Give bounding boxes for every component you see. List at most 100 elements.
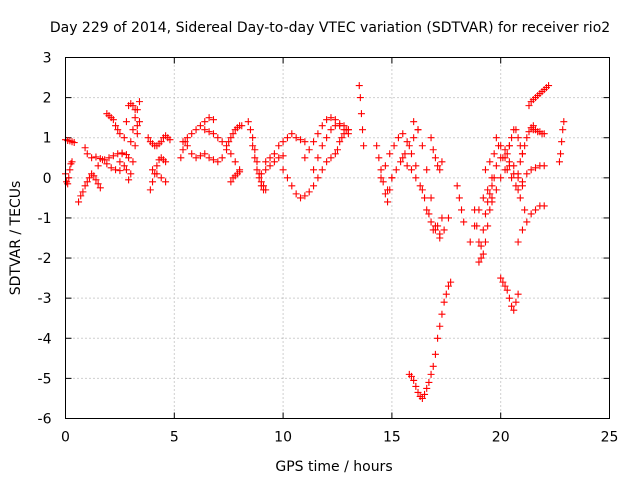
data-point — [359, 126, 367, 134]
data-point — [505, 142, 513, 150]
data-point — [501, 166, 509, 174]
data-point — [525, 102, 533, 110]
data-point — [410, 376, 418, 384]
data-point — [196, 152, 204, 160]
data-point — [218, 138, 226, 146]
data-point — [129, 102, 137, 110]
data-point — [384, 198, 392, 206]
data-point — [436, 166, 444, 174]
y-tick-label: 2 — [43, 91, 52, 107]
data-point — [379, 178, 387, 186]
data-point — [403, 162, 411, 170]
data-point — [523, 170, 531, 178]
data-point — [262, 166, 270, 174]
data-point — [527, 166, 535, 174]
data-point — [427, 370, 435, 378]
data-point — [492, 186, 500, 194]
data-point — [253, 158, 261, 166]
data-point — [399, 154, 407, 162]
data-point — [431, 226, 439, 234]
data-point — [532, 164, 540, 172]
data-point — [436, 322, 444, 330]
data-point — [355, 82, 363, 90]
data-point — [516, 194, 524, 202]
data-point — [223, 142, 231, 150]
data-point — [486, 158, 494, 166]
data-point — [429, 146, 437, 154]
data-point — [205, 114, 213, 122]
data-point — [318, 166, 326, 174]
data-point — [129, 126, 137, 134]
data-point — [85, 174, 93, 182]
y-tick-label: -4 — [38, 331, 52, 347]
data-point — [375, 154, 383, 162]
data-point — [399, 130, 407, 138]
data-point — [508, 134, 516, 142]
data-point — [427, 194, 435, 202]
data-point — [490, 174, 498, 182]
x-tick-label: 10 — [274, 430, 292, 446]
data-point — [540, 162, 548, 170]
data-point — [209, 116, 217, 124]
x-tick-label: 15 — [383, 430, 401, 446]
data-point — [336, 138, 344, 146]
data-point — [135, 118, 143, 126]
data-point — [481, 166, 489, 174]
data-point — [514, 290, 522, 298]
data-point — [177, 154, 185, 162]
data-point — [227, 178, 235, 186]
data-point — [381, 162, 389, 170]
data-point — [407, 372, 415, 380]
data-point — [421, 194, 429, 202]
data-point — [373, 142, 381, 150]
data-point — [183, 134, 191, 142]
data-point — [390, 142, 398, 150]
data-point — [122, 166, 130, 174]
data-point — [486, 206, 494, 214]
data-point — [327, 126, 335, 134]
data-point — [431, 154, 439, 162]
data-point — [255, 174, 263, 182]
data-point — [521, 142, 529, 150]
data-point — [471, 206, 479, 214]
data-point — [92, 153, 100, 161]
data-point — [116, 130, 124, 138]
data-point — [114, 126, 122, 134]
data-point — [292, 190, 300, 198]
data-point — [94, 180, 102, 188]
x-tick-labels: 0 5 10 15 20 25 — [61, 430, 618, 446]
data-point — [540, 130, 548, 138]
data-point — [266, 162, 274, 170]
data-point — [81, 144, 89, 152]
data-point — [205, 154, 213, 162]
data-point — [444, 214, 452, 222]
data-point — [246, 126, 254, 134]
data-point — [512, 182, 520, 190]
data-point — [81, 182, 89, 190]
data-point — [384, 186, 392, 194]
data-point — [83, 150, 91, 158]
data-point — [477, 254, 485, 262]
data-point — [357, 110, 365, 118]
data-point — [183, 142, 191, 150]
data-point — [253, 166, 261, 174]
data-point — [218, 154, 226, 162]
data-point — [127, 138, 135, 146]
data-point — [297, 194, 305, 202]
data-point — [120, 162, 128, 170]
data-point — [131, 142, 139, 150]
data-point — [557, 150, 565, 158]
data-point — [288, 182, 296, 190]
data-point — [166, 136, 174, 144]
y-tick-label: -2 — [38, 251, 52, 267]
data-point — [490, 150, 498, 158]
data-point — [162, 158, 170, 166]
data-point — [201, 118, 209, 126]
data-point — [458, 206, 466, 214]
data-point — [283, 174, 291, 182]
data-point — [94, 162, 102, 170]
data-point — [144, 134, 152, 142]
data-point — [66, 166, 74, 174]
data-point — [310, 166, 318, 174]
